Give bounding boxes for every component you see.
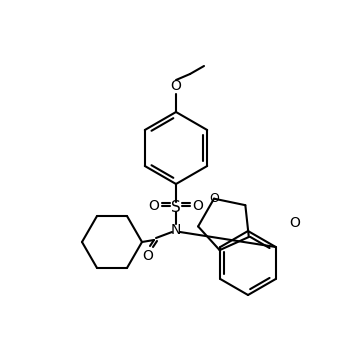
Text: O: O — [290, 216, 301, 230]
Text: O: O — [149, 199, 159, 213]
Text: S: S — [171, 200, 181, 215]
Text: O: O — [209, 192, 219, 205]
Text: O: O — [193, 199, 203, 213]
Text: N: N — [171, 223, 181, 237]
Text: O: O — [143, 249, 153, 263]
Text: O: O — [171, 79, 181, 93]
